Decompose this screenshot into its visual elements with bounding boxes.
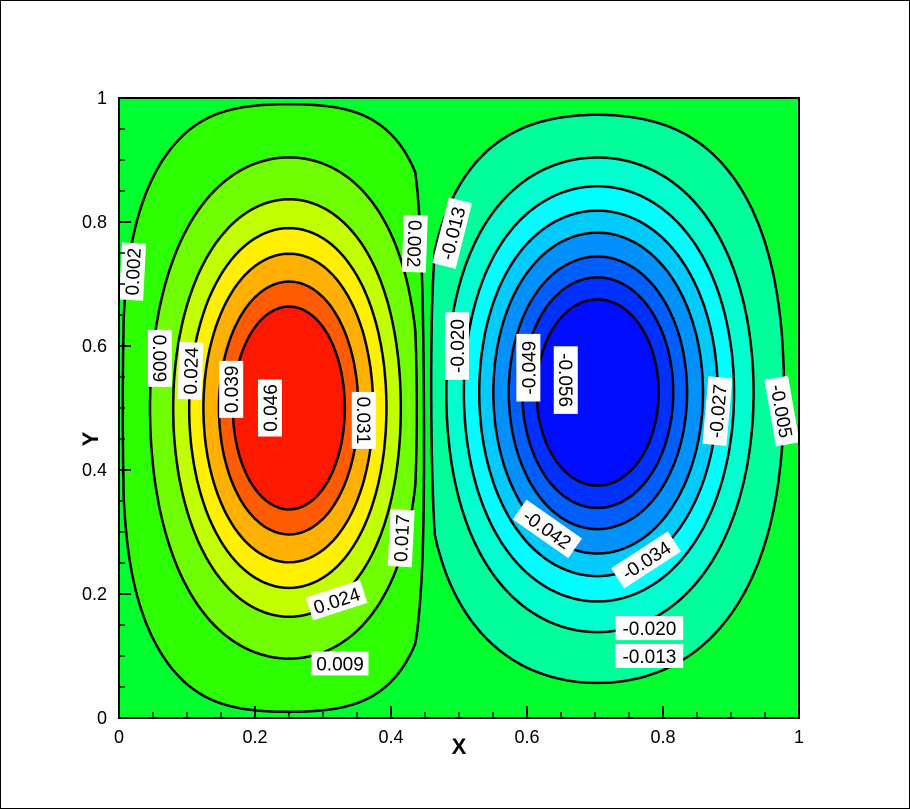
contour-label-text: 0.002	[402, 220, 425, 268]
contour-label: 0.017	[387, 509, 415, 568]
y-axis: 0 0.2 0.4 0.6 0.8 1	[82, 88, 131, 728]
contour-label: 0.046	[257, 379, 282, 437]
y-tick-label: 0.6	[82, 336, 107, 356]
contour-label-bg	[311, 651, 369, 676]
y-tick-label: 0.2	[82, 584, 107, 604]
contour-label-text: -0.013	[622, 647, 676, 668]
contour-label: 0.009	[147, 329, 172, 387]
contour-label-bg	[444, 312, 469, 380]
contour-line-10	[171, 198, 403, 618]
contour-line-5	[462, 185, 736, 603]
y-axis-title: Y	[78, 431, 103, 446]
y-tick-label: 0.4	[82, 460, 107, 480]
x-axis: 0 0.2 0.4 0.6 0.8 1	[114, 706, 804, 747]
contour-label-bg	[119, 242, 147, 301]
contour-label-text: -0.049	[519, 341, 540, 395]
contour-label: 0.039	[219, 360, 244, 418]
x-tick-label: 0.4	[378, 727, 403, 747]
contour-label-bg	[147, 329, 172, 387]
contour-label: -0.020	[615, 616, 684, 641]
contour-label-text: -0.020	[448, 319, 469, 373]
contour-label-bg	[611, 531, 681, 589]
contour-label-bg	[387, 509, 415, 568]
contour-label-bg	[177, 341, 204, 400]
contour-label-bg	[615, 616, 684, 641]
contour-label-bg	[553, 346, 578, 414]
contour-label-bg	[516, 333, 541, 402]
contour-label-text: -0.056	[554, 353, 575, 407]
contour-label: -0.049	[516, 333, 541, 402]
contour-label: 0.002	[401, 214, 428, 273]
x-tick-label: 1	[794, 727, 804, 747]
contour-label-bg	[219, 360, 244, 418]
contour-lines	[121, 102, 786, 714]
contour-label-text: 0.009	[316, 654, 364, 675]
contour-label: 0.009	[311, 651, 369, 676]
contour-label-bg	[702, 376, 733, 446]
contour-label: -0.020	[444, 312, 469, 380]
contour-line-0	[535, 298, 660, 487]
contour-label-text: 0.009	[148, 335, 169, 383]
contour-label-bg	[351, 391, 376, 449]
y-tick-label: 1	[97, 88, 107, 108]
contour-label: -0.056	[553, 346, 578, 414]
contour-label-bg	[615, 644, 684, 668]
contour-label-bg	[432, 197, 473, 269]
y-tick-label: 0	[97, 708, 107, 728]
contour-label-bg	[401, 214, 428, 273]
contour-label-text: 0.031	[352, 397, 373, 445]
contour-label-bg	[257, 379, 282, 437]
contour-line-12	[202, 252, 375, 564]
x-tick-label: 0.8	[650, 727, 675, 747]
contour-line-1	[521, 276, 675, 510]
contour-line-2	[507, 255, 689, 531]
contour-label-bg	[305, 579, 368, 621]
contour-label-text: -0.027	[706, 383, 732, 439]
contour-label: -0.013	[615, 644, 684, 668]
contour-label-text: 0.024	[181, 346, 204, 395]
contour-label-text: -0.020	[622, 619, 676, 640]
contour-label: -0.027	[702, 376, 733, 446]
contour-line-13	[217, 280, 360, 536]
contour-label-text: 0.039	[222, 366, 243, 414]
x-axis-title: X	[452, 734, 467, 759]
y-tick-label: 0.8	[82, 212, 107, 232]
contour-label: 0.002	[119, 242, 147, 301]
contour-label-text: 0.046	[261, 384, 282, 432]
contour-label-bg	[512, 499, 582, 559]
x-tick-label: 0.6	[514, 727, 539, 747]
contour-label-text: 0.017	[391, 514, 414, 563]
contour-label: 0.024	[177, 341, 204, 400]
x-tick-label: 0.2	[242, 727, 267, 747]
contour-line-3	[492, 231, 705, 555]
contour-label-bg	[764, 375, 800, 447]
contour-label-text: 0.002	[122, 247, 145, 296]
contour-label: 0.031	[351, 391, 376, 449]
x-tick-label: 0	[114, 727, 124, 747]
